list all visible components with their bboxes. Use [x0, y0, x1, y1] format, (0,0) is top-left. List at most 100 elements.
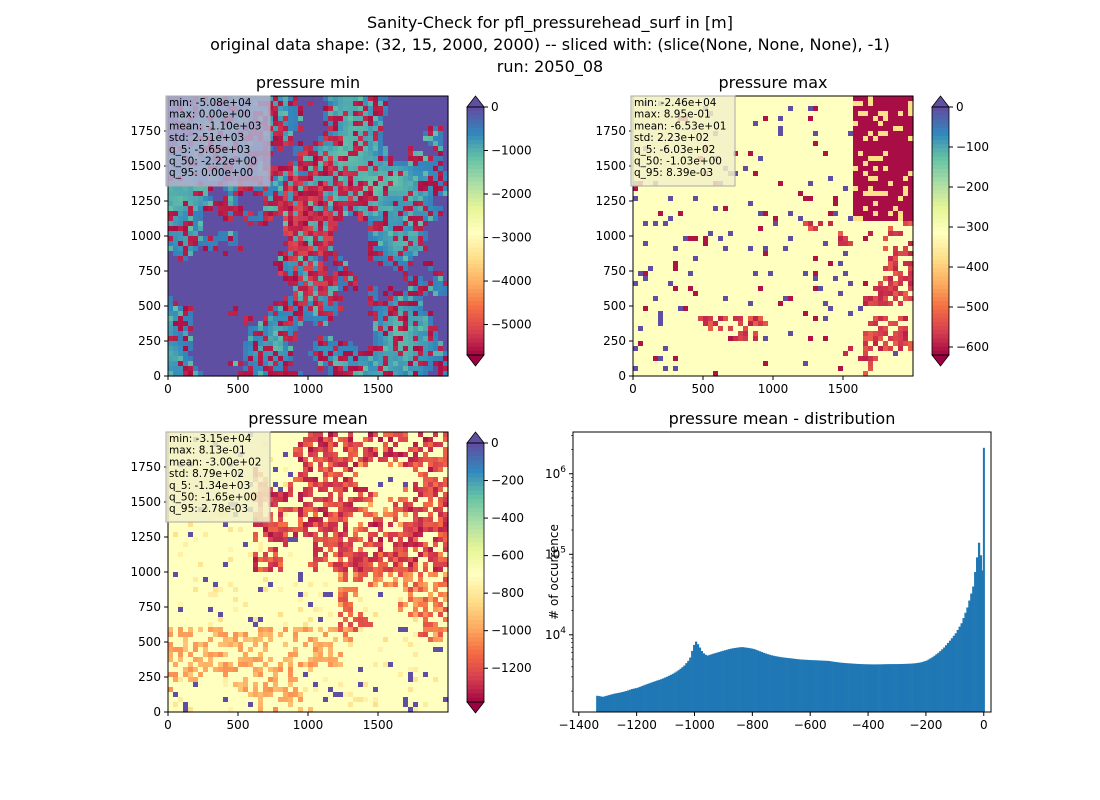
heatmap-cell — [303, 361, 309, 367]
heatmap-cell — [328, 186, 334, 192]
heatmap-cell — [783, 251, 789, 257]
heatmap-cell — [403, 311, 409, 317]
heatmap-cell — [393, 306, 399, 312]
heatmap-cell — [708, 371, 714, 377]
heatmap-cell — [338, 206, 344, 212]
heatmap-cell — [773, 146, 779, 152]
heatmap-cell — [758, 246, 764, 252]
heatmap-cell — [298, 201, 304, 207]
heatmap-cell — [423, 286, 429, 292]
heatmap-cell — [708, 296, 714, 302]
heatmap-cell — [178, 366, 184, 372]
heatmap-cell — [193, 256, 199, 262]
heatmap-cell — [303, 251, 309, 257]
heatmap-cell — [418, 106, 424, 112]
heatmap-cell — [198, 361, 204, 367]
heatmap-cell — [768, 306, 774, 312]
heatmap-cell — [763, 186, 769, 192]
heatmap-cell — [668, 346, 674, 352]
heatmap-cell — [678, 346, 684, 352]
heatmap-cell — [393, 126, 399, 132]
heatmap-cell — [403, 171, 409, 177]
heatmap-cell — [753, 161, 759, 167]
heatmap-cell — [358, 196, 364, 202]
heatmap-cell — [293, 251, 299, 257]
heatmap-cell — [443, 331, 449, 337]
heatmap-cell — [358, 226, 364, 232]
heatmap-cell — [348, 191, 354, 197]
heatmap-cell — [393, 236, 399, 242]
heatmap-cell — [443, 236, 449, 242]
heatmap-cell — [433, 231, 439, 237]
heatmap-cell — [343, 241, 349, 247]
heatmap-cell — [693, 236, 699, 242]
heatmap-cell — [363, 371, 369, 377]
heatmap-cell — [268, 316, 274, 322]
heatmap-cell — [713, 186, 719, 192]
heatmap-cell — [363, 161, 369, 167]
heatmap-cell — [308, 291, 314, 297]
heatmap-cell — [693, 311, 699, 317]
heatmap-cell — [743, 251, 749, 257]
heatmap-cell — [433, 151, 439, 157]
heatmap-cell — [233, 241, 239, 247]
heatmap-cell — [373, 101, 379, 107]
heatmap-cell — [738, 356, 744, 362]
heatmap-cell — [308, 356, 314, 362]
heatmap-cell — [223, 286, 229, 292]
heatmap-cell — [423, 296, 429, 302]
heatmap-cell — [403, 276, 409, 282]
heatmap-cell — [428, 356, 434, 362]
heatmap-cell — [763, 296, 769, 302]
heatmap-cell — [298, 226, 304, 232]
heatmap-cell — [203, 336, 209, 342]
heatmap-cell — [443, 151, 449, 157]
heatmap-cell — [198, 281, 204, 287]
heatmap-cell — [353, 181, 359, 187]
heatmap-cell — [758, 356, 764, 362]
heatmap-cell — [373, 151, 379, 157]
heatmap-cell — [358, 241, 364, 247]
heatmap-cell — [778, 126, 784, 132]
heatmap-cell — [708, 316, 714, 322]
heatmap-cell — [283, 256, 289, 262]
heatmap-cell — [273, 346, 279, 352]
heatmap-cell — [353, 356, 359, 362]
heatmap-cell — [758, 326, 764, 332]
heatmap-cell — [743, 196, 749, 202]
heatmap-cell — [343, 191, 349, 197]
heatmap-cell — [283, 336, 289, 342]
heatmap-cell — [398, 301, 404, 307]
heatmap-cell — [653, 296, 659, 302]
heatmap-cell — [358, 171, 364, 177]
heatmap-cell — [663, 191, 669, 197]
heatmap-cell — [288, 156, 294, 162]
heatmap-cell — [298, 361, 304, 367]
heatmap-cell — [218, 361, 224, 367]
heatmap-cell — [298, 206, 304, 212]
heatmap-cell — [338, 271, 344, 277]
heatmap-cell — [783, 126, 789, 132]
heatmap-cell — [713, 371, 719, 377]
heatmap-cell — [193, 226, 199, 232]
heatmap-cell — [383, 271, 389, 277]
heatmap-cell — [363, 226, 369, 232]
heatmap-cell — [438, 241, 444, 247]
heatmap-cell — [783, 226, 789, 232]
heatmap-cell — [388, 156, 394, 162]
heatmap-cell — [223, 366, 229, 372]
heatmap-cell — [253, 251, 259, 257]
heatmap-cell — [423, 356, 429, 362]
heatmap-cell — [168, 261, 174, 267]
heatmap-cell — [333, 211, 339, 217]
heatmap-cell — [283, 326, 289, 332]
heatmap-cell — [663, 201, 669, 207]
heatmap-cell — [648, 326, 654, 332]
heatmap-cell — [673, 341, 679, 347]
heatmap-cell — [288, 186, 294, 192]
heatmap-cell — [293, 326, 299, 332]
heatmap-cell — [213, 291, 219, 297]
heatmap-cell — [418, 96, 424, 102]
heatmap-cell — [763, 231, 769, 237]
heatmap-cell — [178, 206, 184, 212]
